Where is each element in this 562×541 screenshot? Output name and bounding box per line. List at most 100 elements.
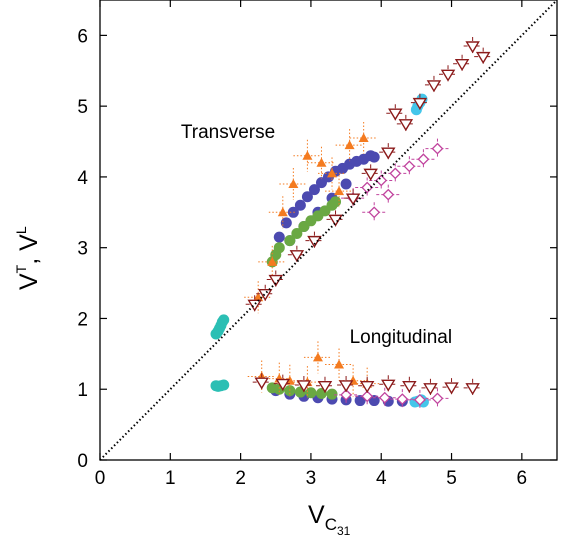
data-point — [294, 199, 306, 211]
data-point — [254, 377, 269, 390]
data-point — [308, 184, 320, 196]
cyan-filled-circle-series — [210, 314, 230, 392]
y-tick-label: 2 — [77, 309, 88, 330]
x-tick-label: 6 — [517, 468, 528, 489]
data-point — [431, 142, 444, 155]
data-point — [465, 383, 480, 396]
data-point — [382, 188, 395, 201]
data-point — [361, 181, 374, 194]
data-point — [358, 133, 369, 142]
data-point — [426, 80, 442, 93]
x-axis-title-subsub: 31 — [337, 524, 351, 538]
x-tick-label: 5 — [446, 468, 457, 489]
data-point — [307, 235, 322, 248]
data-point — [218, 379, 230, 391]
data-point — [312, 352, 323, 362]
data-point — [412, 97, 428, 110]
magenta-open-diamond-series — [334, 138, 450, 410]
x-tick-label: 3 — [306, 468, 317, 489]
data-point — [398, 119, 414, 132]
x-tick-label: 2 — [235, 468, 246, 489]
x-axis-title: VC31 — [308, 501, 351, 538]
data-point — [389, 167, 402, 180]
y-tick-label: 6 — [77, 26, 88, 47]
data-point — [465, 41, 480, 54]
data-point — [396, 393, 409, 406]
data-point — [413, 393, 426, 406]
y-tick-label: 1 — [77, 380, 88, 401]
y-axis-title-sup1: T — [13, 264, 29, 273]
y-axis-title: VT, VL — [13, 226, 43, 290]
data-point — [338, 380, 354, 393]
data-point — [247, 299, 262, 312]
data-point — [316, 157, 327, 167]
diagonal-reference-line — [99, 0, 558, 461]
data-point — [253, 292, 264, 302]
lightblue-filled-circle-series — [409, 93, 429, 408]
data-point — [431, 392, 444, 405]
data-point — [334, 186, 345, 196]
y-tick-label: 3 — [77, 239, 88, 260]
x-tick-label: 4 — [376, 468, 387, 489]
data-point — [454, 58, 470, 72]
data-point — [301, 191, 313, 203]
data-point — [344, 140, 355, 150]
data-point — [291, 228, 303, 240]
data-point — [288, 179, 299, 188]
data-point — [267, 256, 278, 266]
data-point — [302, 150, 313, 160]
data-point — [330, 196, 342, 208]
data-point — [345, 193, 361, 206]
data-point — [273, 231, 285, 243]
data-point — [328, 214, 343, 227]
data-point — [327, 168, 338, 178]
data-point — [296, 380, 312, 393]
data-point — [334, 359, 345, 369]
data-point — [403, 160, 416, 173]
y-tick-label: 5 — [77, 97, 88, 118]
x-tick-label: 1 — [165, 468, 176, 489]
data-point — [289, 250, 305, 263]
plot-frame — [99, 0, 558, 461]
y-tick-label: 0 — [77, 451, 88, 472]
data-point — [277, 207, 288, 217]
x-tick-label: 0 — [95, 468, 106, 489]
annotation-label: Transverse — [181, 122, 275, 143]
data-point — [375, 174, 388, 187]
data-point — [257, 288, 273, 302]
green-filled-circle-series — [266, 196, 342, 400]
data-point — [440, 69, 456, 82]
data-point — [218, 314, 230, 326]
data-point — [423, 383, 438, 396]
data-point — [361, 390, 374, 403]
annotations: Transverse Longitudinal — [181, 122, 452, 348]
data-point — [402, 380, 417, 394]
data-point — [381, 379, 396, 392]
data-point — [340, 388, 352, 401]
darkred-open-triangle-down-series — [245, 37, 493, 397]
data-point — [381, 147, 396, 160]
plot-marks — [210, 37, 493, 410]
data-point — [284, 235, 296, 247]
data-point — [317, 380, 333, 394]
data-point — [417, 153, 430, 166]
y-tick-label: 4 — [77, 168, 88, 189]
data-point — [280, 217, 292, 229]
data-point — [444, 382, 459, 395]
x-axis-title-sub: C — [325, 515, 337, 534]
data-point — [275, 378, 291, 391]
axis-ticks: 0 1 2 3 4 5 6 0 1 2 3 4 5 6 — [77, 0, 557, 489]
data-point — [378, 391, 391, 404]
data-point — [273, 242, 285, 254]
data-point — [363, 168, 378, 181]
data-point — [475, 51, 491, 64]
data-point — [388, 108, 403, 121]
data-point — [368, 151, 380, 163]
y-axis-title-sup2: L — [13, 226, 29, 234]
data-point — [305, 387, 317, 399]
data-point — [340, 178, 352, 190]
data-point — [326, 388, 338, 400]
annotation-label: Longitudinal — [350, 327, 452, 348]
data-point — [368, 206, 381, 219]
